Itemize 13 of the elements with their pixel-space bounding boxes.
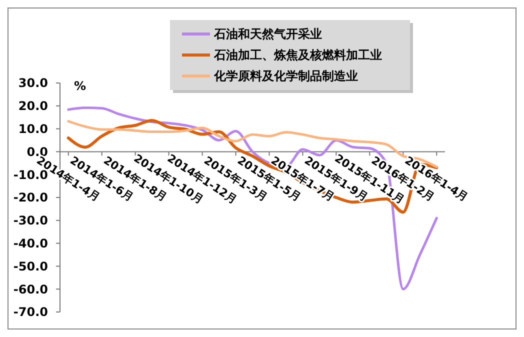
y-tick-label: -70.0	[13, 305, 48, 320]
y-axis-title: %	[74, 79, 86, 94]
y-tick-label: -60.0	[13, 282, 48, 296]
legend-label: 化学原料及化学制品制造业	[213, 69, 358, 84]
y-tick-label: -30.0	[13, 214, 48, 228]
legend-label: 石油和天然气开采业	[213, 27, 322, 42]
y-tick-label: -20.0	[13, 190, 48, 205]
y-tick-label: 30.0	[18, 76, 48, 90]
y-tick-label: -50.0	[13, 259, 48, 274]
y-tick-label: 20.0	[18, 99, 48, 114]
y-tick-label: 10.0	[18, 122, 48, 136]
y-tick-label: -40.0	[13, 236, 48, 250]
legend-label: 石油加工、炼焦及核燃料加工业	[213, 48, 382, 62]
